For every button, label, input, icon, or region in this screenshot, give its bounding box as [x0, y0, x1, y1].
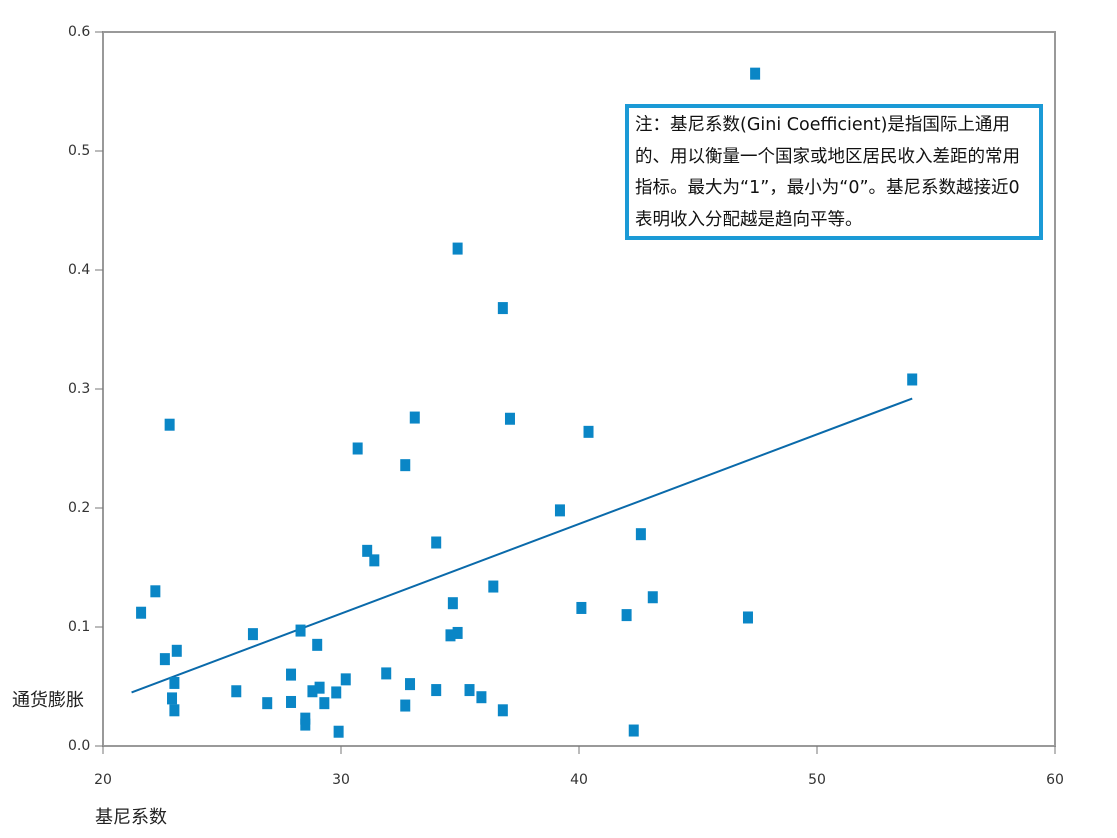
data-point — [319, 697, 330, 710]
gini-note-box: 注：基尼系数(Gini Coefficient)是指国际上通用的、用以衡量一个国… — [625, 104, 1043, 240]
data-point — [409, 411, 420, 424]
y-tick-label: 0.5 — [68, 143, 90, 159]
data-point — [628, 724, 639, 737]
data-point — [464, 684, 475, 697]
x-axis-title: 基尼系数 — [95, 807, 167, 828]
data-point — [171, 644, 182, 657]
trend-line — [131, 397, 913, 694]
data-point — [400, 699, 411, 712]
data-point — [159, 653, 170, 666]
x-tick-label: 30 — [332, 772, 350, 788]
data-point — [331, 686, 342, 699]
data-point — [405, 678, 416, 691]
data-point — [169, 704, 180, 717]
y-tick-label: 0.3 — [68, 381, 90, 397]
data-point — [445, 629, 456, 642]
data-point — [312, 638, 323, 651]
data-point — [621, 609, 632, 622]
data-point — [164, 418, 175, 431]
data-point — [452, 626, 463, 639]
data-point — [497, 704, 508, 717]
data-point — [231, 685, 242, 698]
data-point — [750, 67, 761, 80]
data-point — [262, 697, 273, 710]
data-point — [504, 412, 515, 425]
data-point — [742, 611, 753, 624]
data-point — [476, 691, 487, 704]
data-point — [907, 373, 918, 386]
data-point — [576, 601, 587, 614]
y-tick-label: 0.0 — [68, 738, 90, 754]
data-point — [583, 425, 594, 438]
data-point — [150, 585, 161, 598]
data-point — [352, 442, 363, 455]
data-point — [362, 544, 373, 557]
data-point — [136, 606, 147, 619]
data-point — [452, 242, 463, 255]
data-point — [340, 673, 351, 686]
data-point — [554, 504, 565, 517]
data-point — [369, 554, 380, 567]
data-point — [307, 685, 318, 698]
data-point — [314, 681, 325, 694]
data-point — [286, 695, 297, 708]
data-point — [295, 624, 306, 637]
data-point — [431, 536, 442, 549]
data-point — [431, 684, 442, 697]
data-point — [286, 668, 297, 681]
y-axis-title: 通货膨胀 — [12, 690, 84, 711]
y-tick-label: 0.2 — [68, 500, 90, 516]
y-tick-label: 0.4 — [68, 262, 90, 278]
data-point — [167, 692, 178, 705]
x-tick-label: 20 — [94, 772, 112, 788]
data-point — [400, 459, 411, 472]
y-tick-label: 0.1 — [68, 619, 90, 635]
data-point — [169, 676, 180, 689]
data-point — [247, 628, 258, 641]
data-point — [488, 580, 499, 593]
data-point — [635, 528, 646, 541]
data-point — [497, 302, 508, 315]
data-point — [381, 667, 392, 680]
data-point — [300, 718, 311, 731]
x-tick-label: 40 — [570, 772, 588, 788]
data-point — [647, 591, 658, 604]
data-point — [447, 597, 458, 610]
y-tick-label: 0.6 — [68, 24, 90, 40]
x-tick-label: 60 — [1046, 772, 1064, 788]
x-tick-label: 50 — [808, 772, 826, 788]
data-point — [333, 725, 344, 738]
